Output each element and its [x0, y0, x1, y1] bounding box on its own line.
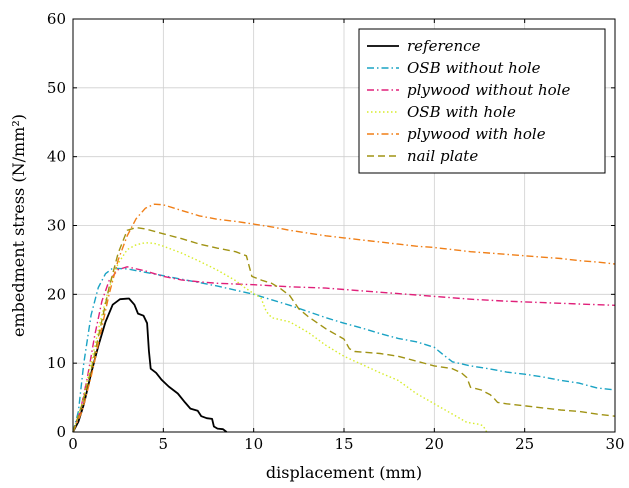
legend-entry-label: OSB with hole — [407, 103, 516, 121]
y-tick-label: 60 — [47, 10, 66, 28]
x-tick-label: 0 — [68, 435, 78, 453]
legend-box — [358, 28, 606, 174]
legend-entry-label: reference — [407, 37, 481, 55]
legend-entry-label: nail plate — [407, 147, 478, 165]
series-line-0 — [72, 297, 228, 433]
axis-ticks: 0 5 10 15 20 25 30 0 10 20 30 40 50 60 — [47, 10, 625, 453]
y-axis-label: embedment stress (N/mm²) — [9, 114, 28, 337]
x-axis-label: displacement (mm) — [266, 463, 422, 482]
x-tick-label: 10 — [244, 435, 263, 453]
legend: reference OSB without hole plywood without… — [358, 28, 606, 174]
y-tick-label: 10 — [47, 354, 66, 372]
x-tick-label: 25 — [515, 435, 534, 453]
x-tick-label: 5 — [159, 435, 169, 453]
series-line-5 — [72, 226, 616, 433]
y-tick-label: 50 — [47, 79, 66, 97]
series-line-1 — [72, 267, 616, 433]
legend-entry-label: plywood without hole — [407, 81, 570, 99]
series-line-3 — [72, 242, 488, 433]
legend-entry-label: plywood with hole — [407, 125, 546, 143]
series-line-4 — [72, 203, 616, 433]
series-lines — [72, 203, 616, 433]
x-tick-label: 30 — [605, 435, 624, 453]
y-tick-label: 30 — [47, 217, 66, 235]
legend-entry-label: OSB without hole — [407, 59, 541, 77]
y-tick-label: 40 — [47, 148, 66, 166]
series-line-2 — [72, 266, 616, 433]
x-tick-label: 15 — [334, 435, 353, 453]
y-tick-label: 20 — [47, 285, 66, 303]
y-tick-label: 0 — [56, 423, 66, 441]
x-tick-label: 20 — [425, 435, 444, 453]
